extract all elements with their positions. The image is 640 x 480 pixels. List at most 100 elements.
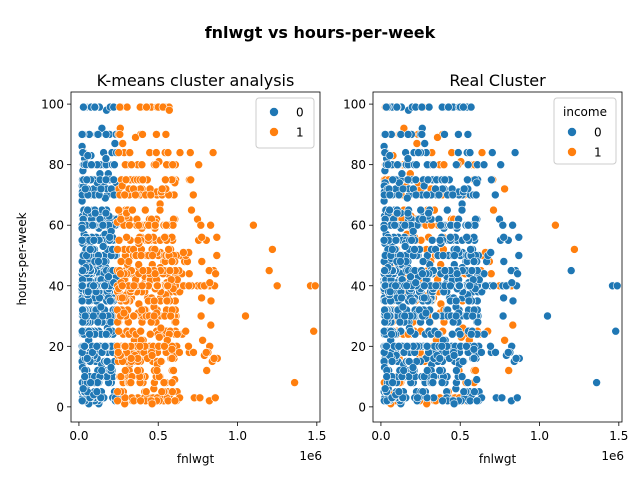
real-point	[455, 281, 464, 291]
kmeans-point	[100, 281, 109, 291]
real-point	[497, 393, 507, 403]
real-point	[459, 184, 469, 194]
kmeans-point	[194, 160, 203, 169]
kmeans-point	[92, 387, 102, 397]
kmeans-point	[149, 311, 159, 321]
kmeans-point	[198, 335, 207, 345]
kmeans-point	[195, 393, 205, 403]
kmeans-point	[129, 281, 139, 291]
real-point	[404, 357, 414, 366]
kmeans-point	[134, 220, 143, 230]
kmeans-point	[89, 236, 99, 245]
kmeans-point	[171, 317, 181, 327]
real-point	[489, 281, 498, 291]
real-point	[419, 181, 429, 191]
kmeans-point	[150, 269, 160, 279]
kmeans-point	[118, 139, 127, 148]
kmeans-point	[196, 220, 206, 230]
real-point	[412, 160, 421, 169]
kmeans-point	[146, 190, 156, 200]
real-point	[612, 281, 622, 291]
kmeans-point	[170, 396, 180, 406]
real-point	[570, 245, 579, 254]
kmeans-point	[211, 393, 220, 403]
kmeans-point	[138, 266, 148, 275]
kmeans-point	[117, 181, 127, 191]
real-point	[398, 184, 408, 194]
real-point	[471, 366, 480, 375]
real-point	[508, 220, 517, 230]
real-point	[414, 148, 423, 157]
real-point	[486, 248, 496, 257]
kmeans-point	[138, 175, 148, 185]
kmeans-point	[113, 245, 122, 254]
real-point	[438, 396, 447, 406]
real-point	[396, 257, 405, 266]
kmeans-point	[186, 148, 195, 157]
real-point	[398, 302, 408, 312]
kmeans-point	[89, 311, 98, 321]
kmeans-point	[77, 396, 87, 406]
real-point	[381, 102, 391, 112]
kmeans-point	[113, 396, 122, 406]
real-point	[463, 378, 473, 387]
kmeans-x-offset-label: 1e6	[299, 449, 322, 463]
kmeans-point	[82, 354, 92, 363]
real-point	[408, 227, 418, 236]
kmeans-point	[167, 257, 177, 266]
real-point	[421, 308, 431, 318]
real-point	[382, 311, 392, 321]
kmeans-point	[212, 251, 222, 260]
kmeans-point	[249, 220, 258, 230]
real-point	[395, 317, 405, 327]
kmeans-point	[110, 160, 119, 169]
real-point	[453, 148, 463, 157]
kmeans-legend-label: 1	[296, 126, 304, 140]
kmeans-point	[96, 302, 106, 312]
real-point	[469, 344, 479, 354]
real-point	[392, 208, 402, 218]
kmeans-point	[157, 184, 167, 194]
real-ytick-label: 0	[358, 400, 366, 414]
real-point	[463, 175, 472, 185]
real-ticks: 0.0 0.5 1.0 1.5 0 20 40 60 80 100	[343, 98, 628, 443]
kmeans-point	[129, 311, 138, 321]
real-point	[403, 130, 413, 139]
real-point	[451, 160, 461, 169]
real-point	[465, 148, 475, 157]
real-point	[479, 329, 489, 339]
real-point	[427, 236, 437, 245]
real-point	[390, 220, 400, 230]
kmeans-point	[94, 257, 103, 266]
real-point	[411, 190, 421, 200]
real-point	[472, 375, 482, 384]
real-point	[388, 378, 397, 387]
kmeans-point	[134, 260, 143, 269]
real-point	[440, 130, 449, 139]
kmeans-point	[156, 323, 166, 333]
real-point	[424, 102, 434, 112]
real-point	[387, 357, 397, 366]
real-point	[440, 266, 450, 275]
kmeans-point	[93, 317, 103, 327]
real-point	[388, 175, 398, 185]
real-point	[592, 378, 601, 387]
real-point	[413, 393, 422, 403]
real-point	[454, 130, 463, 139]
kmeans-point	[169, 366, 178, 375]
real-plot-title: Real Cluster	[449, 71, 546, 90]
real-legend: income 0 1	[553, 97, 617, 165]
real-point	[473, 317, 483, 327]
kmeans-point	[137, 305, 147, 315]
real-point	[416, 205, 426, 215]
real-point	[408, 363, 418, 372]
kmeans-point	[144, 233, 153, 242]
real-point	[457, 205, 467, 215]
kmeans-point	[147, 351, 157, 360]
real-point	[403, 208, 413, 218]
real-point	[452, 220, 462, 230]
kmeans-point	[138, 130, 147, 139]
real-point	[490, 190, 500, 200]
kmeans-point	[77, 223, 87, 233]
kmeans-point	[106, 363, 116, 372]
